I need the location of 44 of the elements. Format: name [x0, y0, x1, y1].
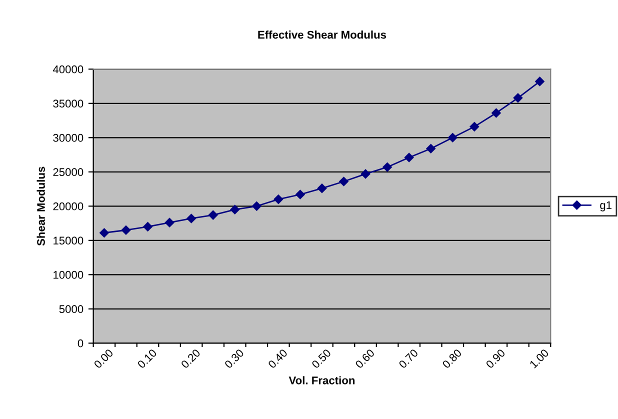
point — [186, 214, 196, 224]
x-tick-label: 0.90 — [485, 348, 506, 369]
point — [296, 190, 305, 200]
point — [317, 184, 327, 193]
point — [470, 122, 480, 132]
x-tick-label: 0.20 — [180, 348, 201, 369]
x-tick-label: 0.70 — [398, 348, 419, 369]
y-tick-label: 15000 — [54, 236, 84, 245]
point — [121, 226, 131, 235]
x-axis-title: Vol. Fraction — [288, 376, 355, 384]
x-tick-label: 0.40 — [268, 348, 288, 369]
point — [339, 176, 348, 186]
point — [360, 169, 370, 179]
x-tick-label: 0.30 — [224, 348, 244, 369]
y-tick-label: 35000 — [53, 100, 84, 108]
point — [230, 204, 240, 214]
x-tick-label: 0.60 — [354, 348, 375, 369]
point — [208, 210, 218, 220]
y-tick-label: 20000 — [53, 202, 84, 210]
x-tick-label: 0.80 — [442, 348, 462, 369]
point — [164, 218, 174, 228]
point — [448, 133, 458, 142]
y-tick-label: 30000 — [53, 134, 84, 142]
x-tick-label: 0.00 — [93, 348, 114, 369]
point — [404, 152, 414, 162]
y-tick-label: 25000 — [53, 168, 84, 176]
point — [535, 76, 544, 86]
point — [252, 202, 262, 211]
point — [382, 162, 392, 172]
y-axis-title: Shear Modulus — [36, 166, 45, 246]
y-tick-label: 10000 — [54, 270, 84, 279]
point — [274, 194, 284, 204]
point — [513, 93, 523, 103]
legend-label: g1 — [600, 201, 612, 212]
chart-title: Effective Shear Modulus — [258, 30, 386, 39]
point — [492, 108, 501, 118]
y-tick-label: 0 — [78, 339, 84, 348]
point — [143, 222, 152, 232]
point — [100, 228, 109, 238]
y-tick-label: 40000 — [52, 65, 84, 74]
x-tick-label: 0.10 — [136, 348, 158, 369]
y-tick-label: 5000 — [59, 305, 84, 314]
point — [426, 144, 436, 154]
x-tick-label: 0.50 — [311, 348, 332, 369]
